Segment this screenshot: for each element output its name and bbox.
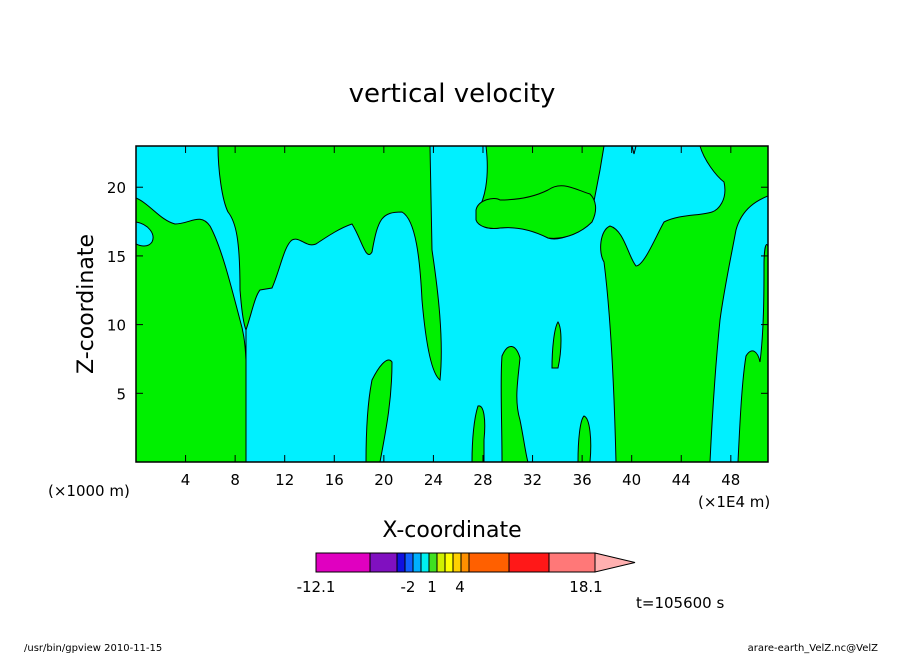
- x-axis: 4 8 12 16 20 24 28 32 36 40 44 48: [181, 146, 740, 489]
- colorbar-segment: [412, 552, 422, 573]
- colorbar-arrow: [594, 552, 636, 573]
- updraft-column-4: [551, 321, 562, 369]
- right-edge-updraft: [737, 244, 768, 462]
- plot-frame: [135, 145, 769, 463]
- colorbar-segment: [404, 552, 414, 573]
- colorbar-segment: [369, 552, 398, 573]
- x-tick-label: 48: [721, 471, 740, 489]
- x-tick-label: 28: [473, 471, 492, 489]
- colorbar-segment: [428, 552, 438, 573]
- x-tick-label: 24: [424, 471, 443, 489]
- updraft-column-2: [471, 405, 486, 462]
- x-tick-label: 12: [275, 471, 294, 489]
- updraft-column-3: [500, 346, 529, 462]
- x-tick-label: 20: [374, 471, 393, 489]
- colorbar: [315, 552, 636, 573]
- colorbar-segment: [420, 552, 430, 573]
- colorbar-segment: [436, 552, 446, 573]
- colorbar-segment: [315, 552, 371, 573]
- colorbar-ticks: -12.1 -2 1 4 18.1: [297, 578, 603, 596]
- x-tick-label: 44: [672, 471, 691, 489]
- x-tick-label: 4: [181, 471, 191, 489]
- colorbar-segment: [460, 552, 470, 573]
- colorbar-segment: [548, 552, 596, 573]
- y-tick-label: 5: [116, 385, 126, 403]
- colorbar-segment: [468, 552, 510, 573]
- colorbar-segment: [452, 552, 462, 573]
- negative-region-left-bulge: [136, 221, 154, 247]
- time-annotation: t=105600 s: [636, 594, 724, 612]
- colorbar-tick-label: -2: [401, 578, 416, 596]
- updraft-column-5: [577, 415, 592, 462]
- x-tick-label: 40: [622, 471, 641, 489]
- x-tick-label: 8: [230, 471, 240, 489]
- footer-left: /usr/bin/gpview 2010-11-15: [24, 643, 162, 654]
- y-axis-label: Z-coordinate: [74, 234, 99, 374]
- colorbar-segment: [444, 552, 454, 573]
- y-tick-label: 15: [107, 248, 126, 266]
- chart-title: vertical velocity: [349, 79, 556, 109]
- y-tick-label: 10: [107, 317, 126, 335]
- updraft-column-1: [365, 359, 393, 462]
- x-unit-left: (×1000 m): [48, 482, 130, 500]
- colorbar-tick-label: 1: [427, 578, 437, 596]
- top-right-negative-gap: [631, 146, 637, 155]
- x-tick-label: 36: [573, 471, 592, 489]
- footer-right: arare-earth_VelZ.nc@VelZ: [748, 643, 879, 654]
- upper-green-lobe: [475, 185, 597, 239]
- x-tick-label: 16: [325, 471, 344, 489]
- x-unit-right: (×1E4 m): [698, 493, 770, 511]
- y-tick-label: 20: [107, 179, 126, 197]
- x-tick-label: 32: [523, 471, 542, 489]
- colorbar-tick-label: 4: [455, 578, 465, 596]
- colorbar-tick-label: 18.1: [569, 578, 602, 596]
- y-axis: 5 10 15 20: [107, 179, 768, 403]
- colorbar-segment: [508, 552, 550, 573]
- plot-area: [136, 146, 768, 462]
- colorbar-segment: [396, 552, 406, 573]
- colorbar-tick-label: -12.1: [297, 578, 336, 596]
- x-axis-label: X-coordinate: [382, 518, 521, 543]
